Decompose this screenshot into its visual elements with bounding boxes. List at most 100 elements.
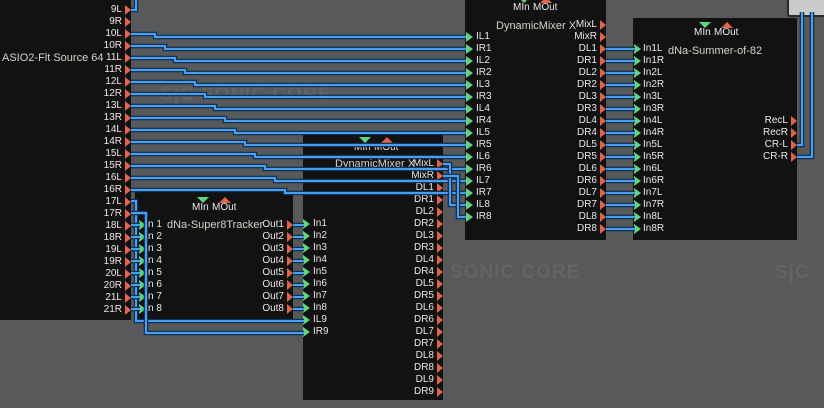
wire-asio-to-mixer-upper[interactable] (131, 151, 466, 160)
input-port-icon[interactable] (466, 164, 473, 174)
input-port-icon[interactable] (303, 255, 310, 265)
output-port-icon[interactable] (287, 220, 293, 230)
input-port-icon[interactable] (303, 291, 310, 301)
input-port-icon[interactable] (466, 140, 473, 150)
input-port-icon[interactable] (634, 212, 641, 222)
wire-asio-to-mixer-upper[interactable] (131, 175, 466, 184)
output-port-icon[interactable] (791, 116, 797, 126)
input-port-icon[interactable] (634, 68, 641, 78)
output-port-icon[interactable] (125, 245, 131, 255)
input-port-icon[interactable] (466, 176, 473, 186)
midi-out-icon[interactable] (540, 0, 552, 3)
midi-in-icon[interactable] (518, 0, 530, 3)
input-port-icon[interactable] (466, 68, 473, 78)
output-port-icon[interactable] (600, 32, 606, 42)
input-port-icon[interactable] (634, 224, 641, 234)
output-port-icon[interactable] (125, 29, 131, 39)
output-port-icon[interactable] (125, 305, 131, 315)
output-port-icon[interactable] (125, 281, 131, 291)
input-port-icon[interactable] (303, 315, 310, 325)
midi-out-icon[interactable] (721, 22, 733, 28)
input-port-icon[interactable] (466, 212, 473, 222)
input-port-icon[interactable] (303, 267, 310, 277)
midi-out-icon[interactable] (219, 197, 231, 203)
output-port-icon[interactable] (600, 152, 606, 162)
output-port-icon[interactable] (125, 65, 131, 75)
output-port-icon[interactable] (600, 20, 606, 30)
output-port-icon[interactable] (125, 257, 131, 267)
output-port-icon[interactable] (125, 101, 131, 111)
wire-asio-to-mixer-upper[interactable] (131, 31, 466, 40)
midi-in-icon[interactable] (699, 22, 711, 28)
input-port-icon[interactable] (466, 188, 473, 198)
wire-17L-IL9[interactable] (131, 198, 304, 324)
input-port-icon[interactable] (303, 303, 310, 313)
input-port-icon[interactable] (634, 104, 641, 114)
wire-asio-to-mixer-upper[interactable] (131, 91, 466, 100)
input-port-icon[interactable] (139, 292, 146, 302)
output-port-icon[interactable] (437, 195, 443, 205)
wire-asio-to-mixer-upper[interactable] (131, 139, 466, 148)
input-port-icon[interactable] (139, 268, 146, 278)
output-port-icon[interactable] (600, 200, 606, 210)
top-right-module[interactable] (787, 0, 824, 17)
input-port-icon[interactable] (634, 80, 641, 90)
wire-17R-IR9[interactable] (131, 210, 304, 336)
output-port-icon[interactable] (125, 125, 131, 135)
wire-asio-to-mixer-upper[interactable] (131, 127, 466, 136)
output-port-icon[interactable] (437, 303, 443, 313)
wire-asio-to-mixer-upper[interactable] (131, 163, 466, 172)
output-port-icon[interactable] (437, 243, 443, 253)
wire-asio-to-mixer-upper[interactable] (131, 67, 466, 76)
input-port-icon[interactable] (466, 128, 473, 138)
wire-asio-to-mixer-upper[interactable] (131, 115, 466, 124)
output-port-icon[interactable] (600, 104, 606, 114)
output-port-icon[interactable] (791, 152, 797, 162)
wire-asio-to-mixer-upper[interactable] (131, 79, 466, 88)
output-port-icon[interactable] (600, 188, 606, 198)
input-port-icon[interactable] (139, 304, 146, 314)
output-port-icon[interactable] (437, 231, 443, 241)
output-port-icon[interactable] (287, 256, 293, 266)
output-port-icon[interactable] (600, 176, 606, 186)
input-port-icon[interactable] (466, 92, 473, 102)
output-port-icon[interactable] (125, 233, 131, 243)
output-port-icon[interactable] (600, 68, 606, 78)
output-port-icon[interactable] (437, 171, 443, 181)
input-port-icon[interactable] (303, 327, 310, 337)
wire-CR-L[interactable] (797, 12, 805, 148)
input-port-icon[interactable] (634, 116, 641, 126)
wire-CR-R[interactable] (797, 12, 815, 160)
output-port-icon[interactable] (437, 159, 443, 169)
output-port-icon[interactable] (437, 363, 443, 373)
input-port-icon[interactable] (466, 200, 473, 210)
input-port-icon[interactable] (634, 152, 641, 162)
output-port-icon[interactable] (600, 116, 606, 126)
output-port-icon[interactable] (287, 232, 293, 242)
input-port-icon[interactable] (139, 244, 146, 254)
input-port-icon[interactable] (466, 152, 473, 162)
input-port-icon[interactable] (634, 200, 641, 210)
input-port-icon[interactable] (634, 176, 641, 186)
midi-in-icon[interactable] (359, 137, 371, 143)
input-port-icon[interactable] (466, 56, 473, 66)
output-port-icon[interactable] (600, 80, 606, 90)
output-port-icon[interactable] (437, 327, 443, 337)
output-port-icon[interactable] (791, 140, 797, 150)
output-port-icon[interactable] (437, 183, 443, 193)
input-port-icon[interactable] (466, 80, 473, 90)
output-port-icon[interactable] (600, 44, 606, 54)
output-port-icon[interactable] (437, 207, 443, 217)
input-port-icon[interactable] (139, 220, 146, 230)
input-port-icon[interactable] (634, 164, 641, 174)
module-super8[interactable] (135, 192, 293, 320)
module-asio[interactable] (0, 0, 131, 320)
output-port-icon[interactable] (287, 304, 293, 314)
input-port-icon[interactable] (466, 32, 473, 42)
wire-asio-to-mixer-upper[interactable] (131, 103, 466, 112)
output-port-icon[interactable] (125, 149, 131, 159)
output-port-icon[interactable] (437, 255, 443, 265)
input-port-icon[interactable] (634, 188, 641, 198)
output-port-icon[interactable] (125, 53, 131, 63)
input-port-icon[interactable] (303, 219, 310, 229)
